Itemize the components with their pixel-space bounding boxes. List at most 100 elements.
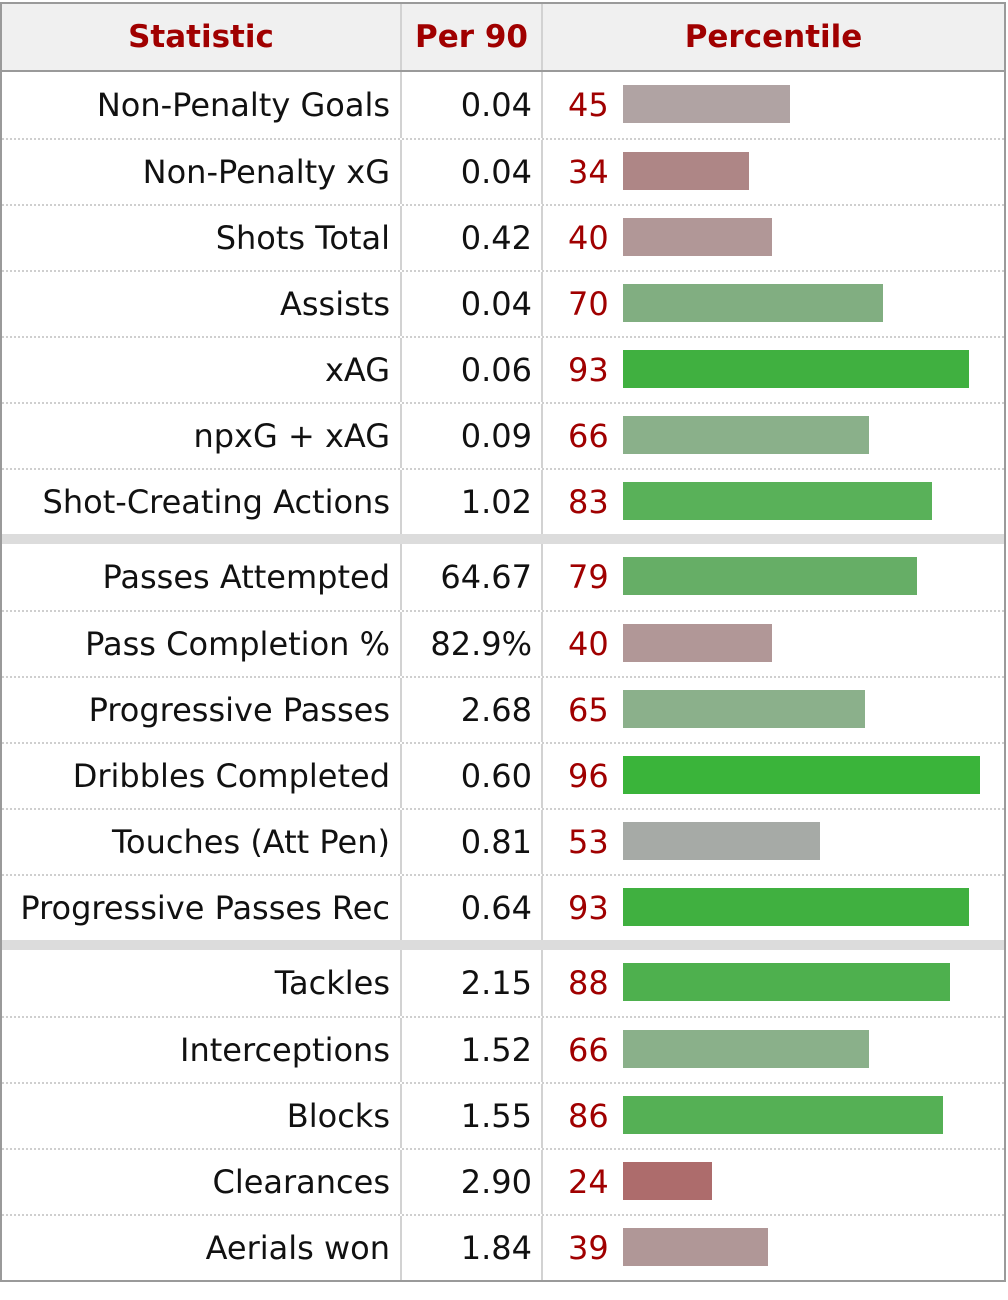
percentile-cell: 96 xyxy=(543,744,1004,808)
percentile-cell: 40 xyxy=(543,206,1004,270)
percentile-cell: 70 xyxy=(543,272,1004,336)
table-header: Statistic Per 90 Percentile xyxy=(2,4,1004,72)
percentile-value: 53 xyxy=(568,823,609,861)
per90-value: 0.42 xyxy=(402,206,543,270)
percentile-cell: 34 xyxy=(543,140,1004,204)
percentile-bar xyxy=(623,888,969,926)
group-separator xyxy=(2,940,1004,950)
percentile-cell: 53 xyxy=(543,810,1004,874)
stat-name: Touches (Att Pen) xyxy=(2,810,402,874)
per90-value: 1.52 xyxy=(402,1018,543,1082)
percentile-bar xyxy=(623,624,772,662)
table-row: Shot-Creating Actions 1.02 83 xyxy=(2,468,1004,534)
percentile-value: 96 xyxy=(568,757,609,795)
per90-value: 1.84 xyxy=(402,1216,543,1280)
percentile-value: 66 xyxy=(568,417,609,455)
table-row: Assists 0.04 70 xyxy=(2,270,1004,336)
percentile-bar xyxy=(623,756,980,794)
stat-name: xAG xyxy=(2,338,402,402)
percentile-value: 93 xyxy=(568,351,609,389)
table-row: Non-Penalty xG 0.04 34 xyxy=(2,138,1004,204)
percentile-bar xyxy=(623,1228,768,1266)
percentile-bar xyxy=(623,963,950,1001)
table-row: Shots Total 0.42 40 xyxy=(2,204,1004,270)
table-row: Non-Penalty Goals 0.04 45 xyxy=(2,72,1004,138)
percentile-cell: 86 xyxy=(543,1084,1004,1148)
percentile-bar xyxy=(623,416,869,454)
per90-value: 82.9% xyxy=(402,612,543,676)
percentile-value: 70 xyxy=(568,285,609,323)
table-row: Touches (Att Pen) 0.81 53 xyxy=(2,808,1004,874)
percentile-bar xyxy=(623,85,790,123)
percentile-value: 45 xyxy=(568,86,609,124)
table-row: Aerials won 1.84 39 xyxy=(2,1214,1004,1280)
percentile-cell: 24 xyxy=(543,1150,1004,1214)
percentile-value: 79 xyxy=(568,558,609,596)
percentile-value: 40 xyxy=(568,625,609,663)
per90-value: 0.04 xyxy=(402,72,543,138)
stat-name: Interceptions xyxy=(2,1018,402,1082)
per90-value: 0.09 xyxy=(402,404,543,468)
group-separator xyxy=(2,534,1004,544)
percentile-value: 86 xyxy=(568,1097,609,1135)
per90-value: 1.02 xyxy=(402,470,543,534)
percentile-bar xyxy=(623,482,932,520)
per90-value: 0.04 xyxy=(402,140,543,204)
percentile-value: 40 xyxy=(568,219,609,257)
percentile-value: 66 xyxy=(568,1031,609,1069)
per90-value: 0.64 xyxy=(402,876,543,940)
per90-value: 0.06 xyxy=(402,338,543,402)
stat-name: Clearances xyxy=(2,1150,402,1214)
table-row: xAG 0.06 93 xyxy=(2,336,1004,402)
percentile-value: 24 xyxy=(568,1163,609,1201)
stat-name: Tackles xyxy=(2,950,402,1016)
stat-name: Non-Penalty Goals xyxy=(2,72,402,138)
stat-name: Assists xyxy=(2,272,402,336)
table-row: Tackles 2.15 88 xyxy=(2,950,1004,1016)
table-row: Interceptions 1.52 66 xyxy=(2,1016,1004,1082)
percentile-bar xyxy=(623,822,820,860)
table-row: Blocks 1.55 86 xyxy=(2,1082,1004,1148)
percentile-cell: 39 xyxy=(543,1216,1004,1280)
stat-name: Progressive Passes xyxy=(2,678,402,742)
percentile-cell: 65 xyxy=(543,678,1004,742)
percentile-cell: 93 xyxy=(543,338,1004,402)
per90-value: 1.55 xyxy=(402,1084,543,1148)
percentile-cell: 66 xyxy=(543,1018,1004,1082)
stat-name: Aerials won xyxy=(2,1216,402,1280)
per90-value: 0.81 xyxy=(402,810,543,874)
table-row: Dribbles Completed 0.60 96 xyxy=(2,742,1004,808)
table-row: Progressive Passes Rec 0.64 93 xyxy=(2,874,1004,940)
percentile-bar xyxy=(623,284,883,322)
percentile-cell: 88 xyxy=(543,950,1004,1016)
per90-value: 2.90 xyxy=(402,1150,543,1214)
percentile-cell: 79 xyxy=(543,544,1004,610)
stat-name: Dribbles Completed xyxy=(2,744,402,808)
percentile-bar xyxy=(623,152,749,190)
stat-name: Shot-Creating Actions xyxy=(2,470,402,534)
header-percentile[interactable]: Percentile xyxy=(684,19,863,55)
table-row: Pass Completion % 82.9% 40 xyxy=(2,610,1004,676)
stat-name: Blocks xyxy=(2,1084,402,1148)
stat-name: Passes Attempted xyxy=(2,544,402,610)
table-row: Progressive Passes 2.68 65 xyxy=(2,676,1004,742)
table-row: Passes Attempted 64.67 79 xyxy=(2,544,1004,610)
percentile-bar xyxy=(623,1096,943,1134)
percentile-cell: 40 xyxy=(543,612,1004,676)
header-statistic[interactable]: Statistic xyxy=(2,4,402,70)
stat-name: Shots Total xyxy=(2,206,402,270)
table-row: Clearances 2.90 24 xyxy=(2,1148,1004,1214)
percentile-value: 39 xyxy=(568,1229,609,1267)
percentile-value: 34 xyxy=(568,153,609,191)
percentile-cell: 66 xyxy=(543,404,1004,468)
percentile-bar xyxy=(623,1030,869,1068)
percentile-bar xyxy=(623,690,865,728)
header-per90[interactable]: Per 90 xyxy=(402,4,543,70)
percentile-bar xyxy=(623,557,917,595)
percentile-cell: 45 xyxy=(543,72,1004,138)
per90-value: 0.04 xyxy=(402,272,543,336)
table-row: npxG + xAG 0.09 66 xyxy=(2,402,1004,468)
percentile-bar xyxy=(623,218,772,256)
per90-value: 2.68 xyxy=(402,678,543,742)
